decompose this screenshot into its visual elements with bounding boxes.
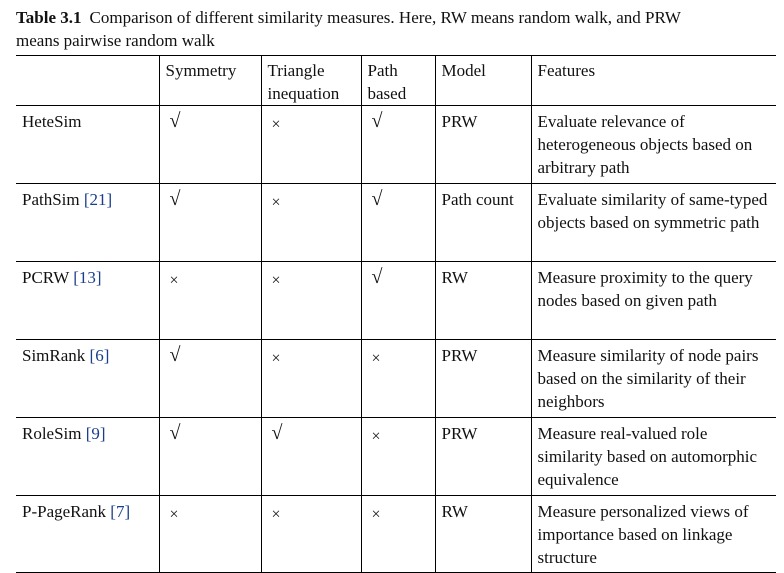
triangle-mark: × <box>260 495 361 573</box>
header-measure <box>16 56 159 106</box>
path-based-mark: √ <box>360 261 435 340</box>
table-row: PathSim [21] √ × √ Path count Evaluate s… <box>16 183 776 262</box>
header-path-based: Path based <box>360 55 435 106</box>
triangle-mark: × <box>260 183 361 262</box>
table-row: RoleSim [9] √ √ × PRW Measure real-value… <box>16 417 776 496</box>
measure-name: PathSim [21] <box>22 190 113 209</box>
features-cell: Measure personalized views of importance… <box>530 495 776 573</box>
header-symmetry: Symmetry <box>158 55 261 106</box>
model-cell: Path count <box>434 183 531 262</box>
triangle-mark: × <box>260 105 361 184</box>
path-based-mark: × <box>360 495 435 573</box>
symmetry-mark: √ <box>158 417 261 496</box>
symmetry-mark: √ <box>158 105 261 184</box>
reference-link[interactable]: [7] <box>110 502 131 521</box>
measure-name: SimRank [6] <box>22 346 110 365</box>
model-cell: PRW <box>434 339 531 418</box>
features-cell: Measure proximity to the query nodes bas… <box>530 261 776 340</box>
symmetry-mark: √ <box>158 183 261 262</box>
reference-link[interactable]: [6] <box>89 346 110 365</box>
comparison-table: Symmetry Triangle inequation Path based … <box>16 55 776 573</box>
triangle-mark: × <box>260 261 361 340</box>
caption-text-line2: means pairwise random walk <box>16 31 215 50</box>
path-based-mark: √ <box>360 183 435 262</box>
measure-name: RoleSim [9] <box>22 424 106 443</box>
features-cell: Evaluate similarity of same-typed object… <box>530 183 776 262</box>
path-based-mark: × <box>360 339 435 418</box>
table-row: SimRank [6] √ × × PRW Measure similarity… <box>16 339 776 418</box>
caption-label: Table 3.1 <box>16 8 82 27</box>
table-row: HeteSim √ × √ PRW Evaluate relevance of … <box>16 105 776 184</box>
caption-text-line1: Comparison of different similarity measu… <box>89 8 681 27</box>
header-model: Model <box>434 55 531 106</box>
model-cell: PRW <box>434 105 531 184</box>
measure-name: P-PageRank [7] <box>22 502 131 521</box>
symmetry-mark: × <box>158 495 261 573</box>
table-row: P-PageRank [7] × × × RW Measure personal… <box>16 495 776 573</box>
header-row: Symmetry Triangle inequation Path based … <box>16 55 776 106</box>
table-row: PCRW [13] × × √ RW Measure proximity to … <box>16 261 776 340</box>
table-caption: Table 3.1 Comparison of different similar… <box>16 6 776 52</box>
features-cell: Measure similarity of node pairs based o… <box>530 339 776 418</box>
measure-name: PCRW [13] <box>22 268 102 287</box>
header-triangle-inequation: Triangle inequation <box>260 55 361 106</box>
reference-link[interactable]: [21] <box>83 190 113 209</box>
features-cell: Measure real-valued role similarity base… <box>530 417 776 496</box>
model-cell: RW <box>434 495 531 573</box>
path-based-mark: √ <box>360 105 435 184</box>
model-cell: PRW <box>434 417 531 496</box>
triangle-mark: × <box>260 339 361 418</box>
reference-link[interactable]: [13] <box>73 268 102 287</box>
symmetry-mark: √ <box>158 339 261 418</box>
model-cell: RW <box>434 261 531 340</box>
features-cell: Evaluate relevance of heterogeneous obje… <box>530 105 776 184</box>
reference-link[interactable]: [9] <box>85 424 106 443</box>
path-based-mark: × <box>360 417 435 496</box>
symmetry-mark: × <box>158 261 261 340</box>
measure-name: HeteSim <box>22 112 82 131</box>
triangle-mark: √ <box>260 417 361 496</box>
header-features: Features <box>530 55 776 106</box>
